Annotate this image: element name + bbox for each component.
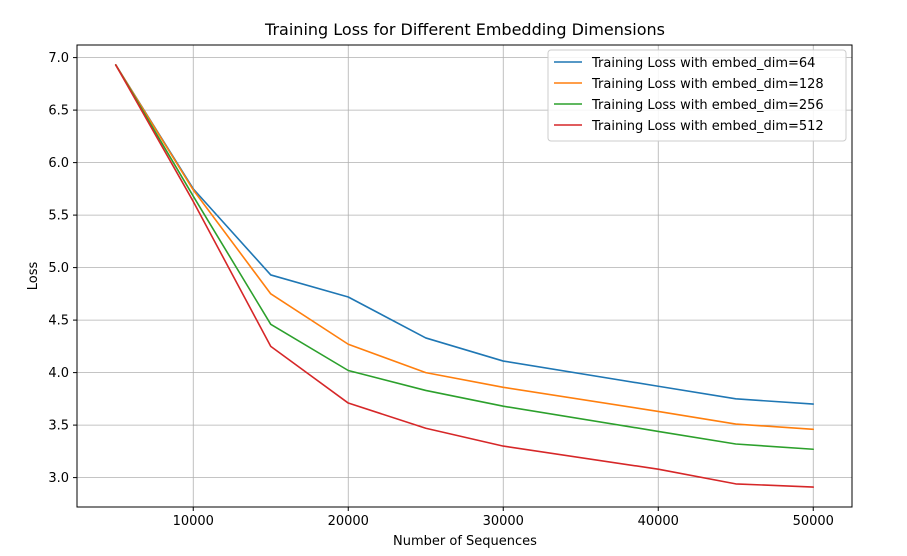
- legend-label: Training Loss with embed_dim=512: [591, 119, 824, 134]
- chart-title: Training Loss for Different Embedding Di…: [264, 20, 665, 39]
- axis-ticks: 10000 20000 30000 40000 50000 3.0 3.5 4.0 4.5 5.0…: [48, 51, 834, 529]
- series-line-1: [114, 64, 815, 405]
- y-tick-label: 3.0: [48, 471, 69, 486]
- y-axis-label: Loss: [26, 262, 41, 291]
- y-tick-label: 4.0: [48, 366, 69, 381]
- y-tick-label: 4.5: [48, 314, 69, 329]
- x-tick-label: 50000: [793, 514, 834, 529]
- legend-box: [547, 49, 847, 142]
- y-tick-label: 3.5: [48, 419, 69, 434]
- x-tick-label: 10000: [173, 514, 214, 529]
- y-tick-label: 5.5: [48, 209, 69, 224]
- legend: Training Loss with embed_dim=64 Training …: [547, 49, 847, 142]
- grid-lines: [77, 45, 852, 507]
- y-tick-label: 6.0: [48, 156, 69, 171]
- x-tick-label: 30000: [483, 514, 524, 529]
- legend-label: Training Loss with embed_dim=128: [591, 77, 824, 92]
- series-lines: [114, 64, 815, 488]
- legend-item: Training Loss with embed_dim=256: [554, 98, 824, 113]
- y-tick-label: 7.0: [48, 51, 69, 66]
- legend-item: Training Loss with embed_dim=128: [554, 77, 824, 92]
- plot-frame: [76, 44, 853, 508]
- x-tick-label: 20000: [328, 514, 369, 529]
- x-tick-label: 40000: [638, 514, 679, 529]
- series-line-2: [114, 64, 815, 431]
- x-axis-label: Number of Sequences: [393, 534, 537, 549]
- legend-label: Training Loss with embed_dim=256: [591, 98, 824, 113]
- legend-label: Training Loss with embed_dim=64: [591, 56, 815, 71]
- series-line-4: [114, 64, 815, 488]
- y-tick-label: 6.5: [48, 104, 69, 119]
- legend-item: Training Loss with embed_dim=64: [554, 56, 815, 71]
- series-line-3: [114, 64, 815, 451]
- legend-item: Training Loss with embed_dim=512: [554, 119, 824, 134]
- y-tick-label: 5.0: [48, 261, 69, 276]
